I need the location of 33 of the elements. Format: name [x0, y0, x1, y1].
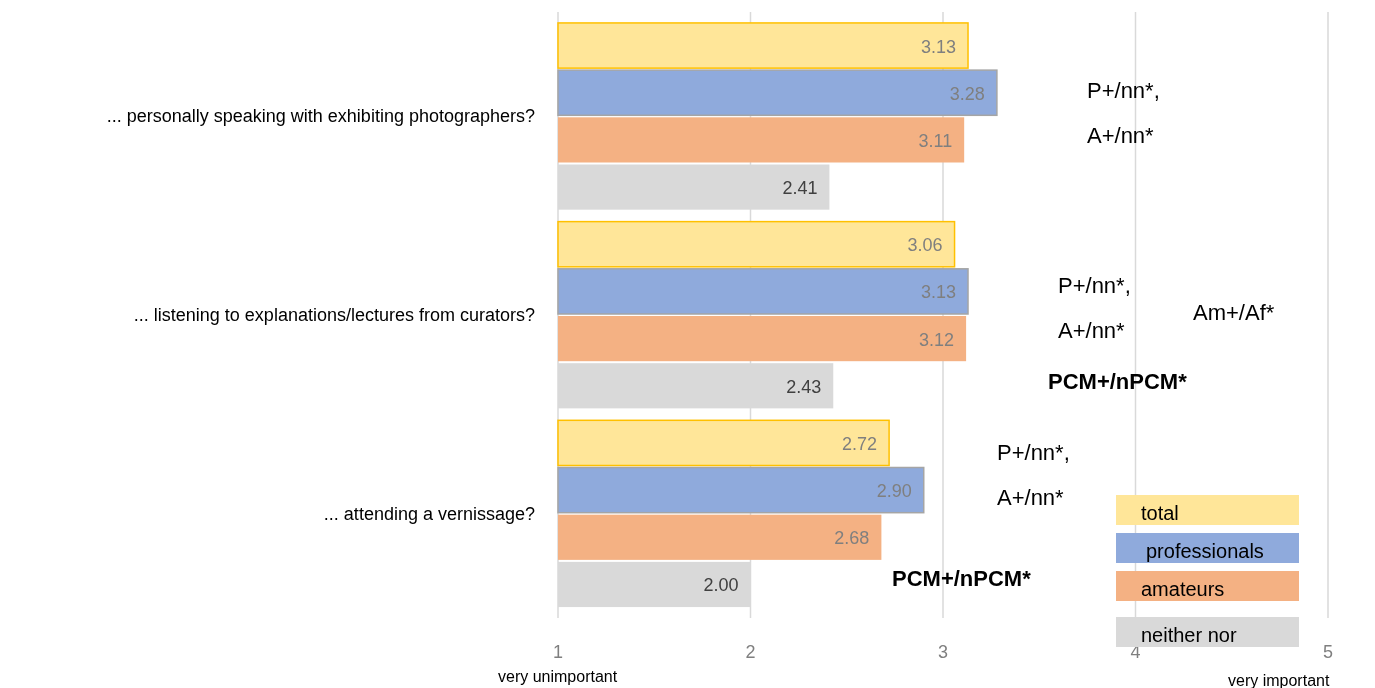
x-tick-label: 3: [937, 642, 949, 662]
x-tick-label: 1: [552, 642, 564, 662]
text: 2.43: [786, 376, 822, 397]
annotation: PCM+/nPCM*: [892, 566, 1032, 591]
x-tick-label: 2: [745, 642, 756, 662]
legend-key: total: [1116, 495, 1299, 525]
annotation: Am+/Af*: [1193, 300, 1275, 325]
text: 2.90: [876, 481, 912, 502]
annotation: P+/nn*,: [997, 440, 1070, 465]
legend-key: neither nor: [1116, 617, 1299, 647]
annotation: PCM+/nPCM*: [1048, 369, 1188, 394]
annotation: A+/nn*: [997, 485, 1065, 510]
y-tick-label: ... personally speaking with exhibiting photographers?: [106, 106, 535, 127]
text: 3.06: [907, 235, 943, 256]
legend-key: amateurs: [1116, 571, 1299, 601]
annotation: A+/nn*: [1087, 123, 1155, 148]
text: 3.13: [920, 282, 957, 303]
x-tick-label: 5: [1322, 642, 1334, 662]
annotation: A+/nn*: [1058, 318, 1126, 343]
text: 2.72: [842, 433, 878, 454]
text: 3.12: [919, 329, 955, 350]
y-tick-label: ... attending a vernissage?: [323, 503, 535, 524]
legend-key: professionals: [1116, 533, 1299, 563]
text: 3.11: [918, 130, 953, 151]
text: 2.41: [782, 178, 818, 199]
text: 2.00: [703, 575, 739, 596]
text: 3.13: [920, 36, 957, 57]
y-tick-label: ... listening to explanations/lectures from curators?: [133, 305, 535, 325]
text: 3.28: [949, 83, 985, 104]
text: very unimportant: [498, 668, 618, 685]
annotation: P+/nn*,: [1087, 78, 1160, 103]
text: 2.68: [834, 528, 870, 549]
annotation: P+/nn*,: [1058, 273, 1131, 298]
